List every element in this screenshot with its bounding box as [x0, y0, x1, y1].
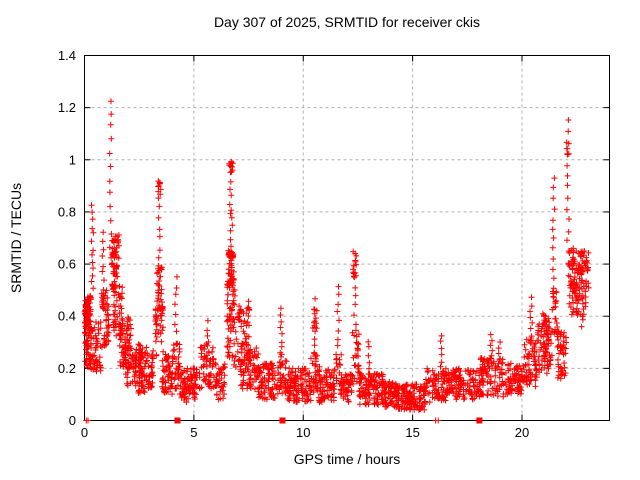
- y-axis-label: SRMTID / TECUs: [8, 182, 24, 294]
- zero-square: [279, 417, 286, 424]
- y-tick-label: 0: [69, 413, 76, 428]
- tick-labels: 0 0.2 0.4 0.6 0.8 1 1.2 1.4 0 5 10 15 20: [58, 48, 529, 440]
- y-tick-label: 1.4: [58, 48, 76, 63]
- x-tick-label: 10: [296, 425, 310, 440]
- y-tick-label: 0.6: [58, 257, 76, 272]
- y-tick-label: 0.4: [58, 309, 76, 324]
- zero-square-markers: [174, 417, 483, 424]
- y-tick-label: 1.2: [58, 100, 76, 115]
- x-axis-label: GPS time / hours: [293, 451, 401, 467]
- x-tick-label: 15: [405, 425, 419, 440]
- grid-lines: [85, 56, 609, 420]
- y-tick-label: 1: [69, 152, 76, 167]
- chart-title: Day 307 of 2025, SRMTID for receiver cki…: [213, 14, 481, 30]
- axis-ticks: [84, 55, 610, 421]
- x-tick-label: 0: [81, 425, 88, 440]
- zero-square: [174, 417, 181, 424]
- plot-frame: [84, 55, 610, 421]
- y-tick-label: 0.8: [58, 204, 76, 219]
- x-tick-label: 5: [190, 425, 197, 440]
- data-points: [81, 98, 592, 424]
- y-tick-label: 0.2: [58, 361, 76, 376]
- zero-square: [476, 417, 483, 424]
- x-tick-label: 20: [515, 425, 529, 440]
